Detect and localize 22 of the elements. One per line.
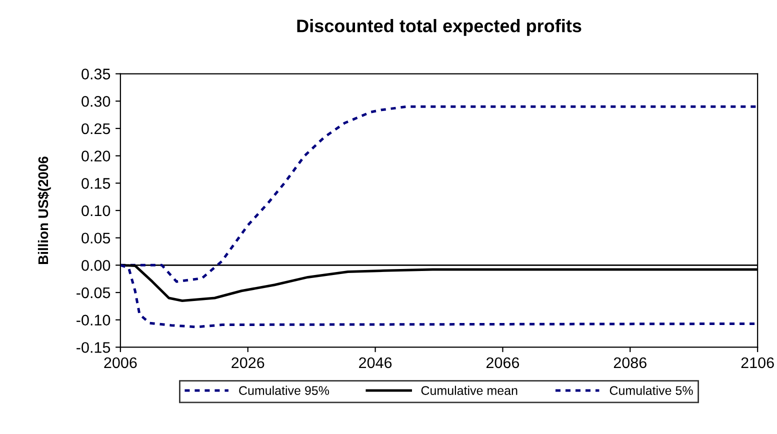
legend-label: Cumulative 95% <box>239 386 330 395</box>
legend-label: Cumulative mean <box>421 386 518 395</box>
y-tick-label: 0.00 <box>82 260 110 271</box>
y-tick-label: 0.30 <box>82 96 110 107</box>
x-tick-label: 2066 <box>486 357 520 368</box>
y-axis-title: Billion US$(2006 <box>38 156 51 264</box>
y-tick-label: 0.25 <box>82 123 110 134</box>
y-tick-label: -0.10 <box>76 314 110 326</box>
y-tick-label: 0.10 <box>82 205 110 216</box>
y-tick-label: -0.15 <box>76 342 110 353</box>
x-tick-label: 2046 <box>359 357 392 368</box>
x-tick-label: 2006 <box>104 357 137 368</box>
y-tick-label: 0.20 <box>82 150 110 162</box>
y-tick-label: 0.15 <box>82 178 110 189</box>
x-tick-label: 2026 <box>232 357 264 368</box>
x-tick-label: 2106 <box>741 357 774 368</box>
y-tick-label: -0.05 <box>76 287 110 298</box>
y-tick-label: 0.35 <box>82 68 110 80</box>
chart-title: Discounted total expected profits <box>297 19 582 36</box>
x-tick-label: 2086 <box>614 357 646 368</box>
y-tick-label: 0.05 <box>82 232 110 244</box>
legend-label: Cumulative 5% <box>610 386 693 395</box>
